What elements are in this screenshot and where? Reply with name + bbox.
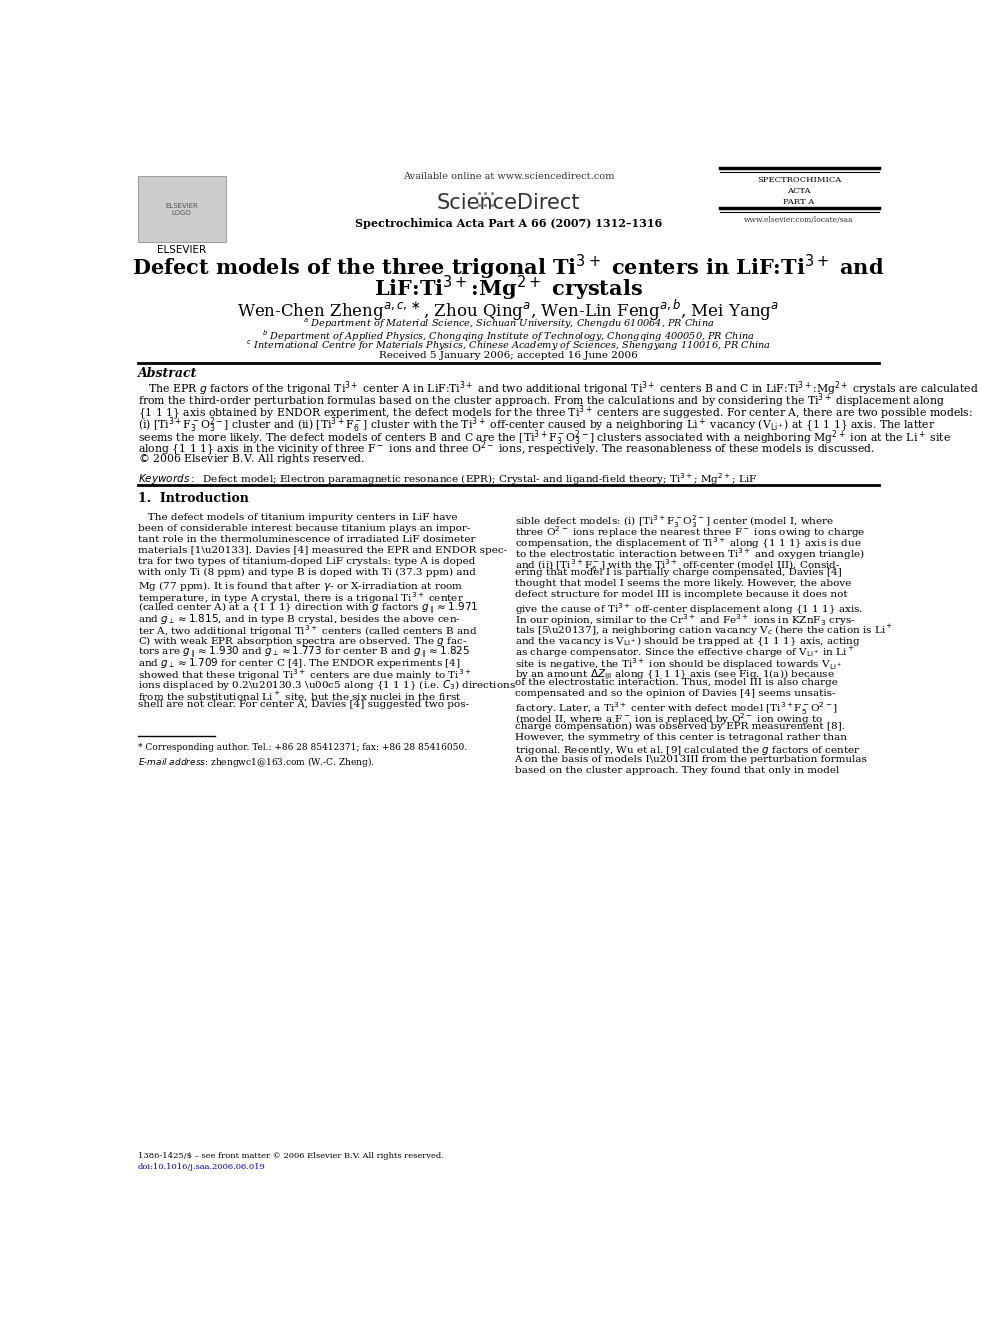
Text: PART A: PART A [784,198,814,206]
Text: based on the cluster approach. They found that only in model: based on the cluster approach. They foun… [515,766,839,775]
Text: ions displaced by 0.2\u20130.3 \u00c5 along {1 1 1} (i.e. $C_3$) directions: ions displaced by 0.2\u20130.3 \u00c5 al… [138,677,516,692]
Text: as charge compensator. Since the effective charge of V$_{\rm Li^+}$ in Li$^+$: as charge compensator. Since the effecti… [515,644,854,660]
Text: ScienceDirect: ScienceDirect [436,193,580,213]
Text: from the substitutional Li$^+$ site, but the six nuclei in the first: from the substitutional Li$^+$ site, but… [138,689,461,703]
Text: showed that these trigonal Ti$^{3+}$ centers are due mainly to Ti$^{3+}$: showed that these trigonal Ti$^{3+}$ cen… [138,667,471,683]
Text: Defect models of the three trigonal Ti$^{3+}$ centers in LiF:Ti$^{3+}$ and: Defect models of the three trigonal Ti$^… [132,253,885,282]
Text: site is negative, the Ti$^{3+}$ ion should be displaced towards V$_{\rm Li^+}$: site is negative, the Ti$^{3+}$ ion shou… [515,656,841,672]
Text: of the electrostatic interaction. Thus, model III is also charge: of the electrostatic interaction. Thus, … [515,677,837,687]
Text: compensation, the displacement of Ti$^{3+}$ along {1 1 1} axis is due: compensation, the displacement of Ti$^{3… [515,534,861,550]
Text: give the cause of Ti$^{3+}$ off-center displacement along {1 1 1} axis.: give the cause of Ti$^{3+}$ off-center d… [515,601,863,617]
Text: thought that model I seems the more likely. However, the above: thought that model I seems the more like… [515,579,851,587]
Text: ELSEVIER
LOGO: ELSEVIER LOGO [166,204,198,216]
Text: ter A, two additional trigonal Ti$^{3+}$ centers (called centers B and: ter A, two additional trigonal Ti$^{3+}$… [138,623,477,639]
Text: tant role in the thermoluminescence of irradiated LiF dosimeter: tant role in the thermoluminescence of i… [138,534,475,544]
Text: Available online at www.sciencedirect.com: Available online at www.sciencedirect.co… [403,172,614,181]
Text: ∙∙∙
∙∙∙: ∙∙∙ ∙∙∙ [475,189,496,210]
Text: In our opinion, similar to the Cr$^{3+}$ and Fe$^{3+}$ ions in KZnF$_3$ crys-: In our opinion, similar to the Cr$^{3+}$… [515,611,855,627]
Text: tors are $g_\parallel \approx 1.930$ and $g_\perp \approx 1.773$ for center B an: tors are $g_\parallel \approx 1.930$ and… [138,644,470,662]
Text: temperature, in type A crystal, there is a trigonal Ti$^{3+}$ center: temperature, in type A crystal, there is… [138,590,464,606]
Text: by an amount $\Delta Z_{\rm III}$ along {1 1 1} axis (see Fig. 1(a)) because: by an amount $\Delta Z_{\rm III}$ along … [515,667,834,681]
Text: been of considerable interest because titanium plays an impor-: been of considerable interest because ti… [138,524,470,533]
Text: tra for two types of titanium-doped LiF crystals: type A is doped: tra for two types of titanium-doped LiF … [138,557,475,566]
Text: The EPR $g$ factors of the trigonal Ti$^{3+}$ center A in LiF:Ti$^{3+}$ and two : The EPR $g$ factors of the trigonal Ti$^… [138,380,978,398]
Text: tals [5\u20137], a neighboring cation vacancy V$_c$ (here the cation is Li$^+$: tals [5\u20137], a neighboring cation va… [515,623,893,638]
Text: defect structure for model III is incomplete because it does not: defect structure for model III is incomp… [515,590,847,599]
Text: The defect models of titanium impurity centers in LiF have: The defect models of titanium impurity c… [138,513,457,521]
Text: three O$^{2-}$ ions replace the nearest three F$^-$ ions owing to charge: three O$^{2-}$ ions replace the nearest … [515,524,865,540]
Text: {1 1 1} axis obtained by ENDOR experiment, the defect models for the three Ti$^{: {1 1 1} axis obtained by ENDOR experimen… [138,404,973,423]
Text: (model II, where a F$^-$ ion is replaced by O$^{2-}$ ion owing to: (model II, where a F$^-$ ion is replaced… [515,710,823,726]
Text: Spectrochimica Acta Part A 66 (2007) 1312–1316: Spectrochimica Acta Part A 66 (2007) 131… [355,218,662,229]
Text: Received 5 January 2006; accepted 16 June 2006: Received 5 January 2006; accepted 16 Jun… [379,352,638,360]
Text: ACTA: ACTA [788,188,810,196]
Text: $^{c}$ International Centre for Materials Physics, Chinese Academy of Sciences, : $^{c}$ International Centre for Material… [246,339,771,353]
Text: ering that model I is partially charge compensated, Davies [4]: ering that model I is partially charge c… [515,568,841,577]
Text: $\it{Keywords:}$  Defect model; Electron paramagnetic resonance (EPR); Crystal- : $\it{Keywords:}$ Defect model; Electron … [138,471,757,487]
Text: * Corresponding author. Tel.: +86 28 85412371; fax: +86 28 85416050.: * Corresponding author. Tel.: +86 28 854… [138,744,467,753]
Text: charge compensation) was observed by EPR measurement [8].: charge compensation) was observed by EPR… [515,722,844,732]
Text: Mg (77 ppm). It is found that after $\gamma$- or X-irradiation at room: Mg (77 ppm). It is found that after $\ga… [138,579,463,593]
Text: seems the more likely. The defect models of centers B and C are the [Ti$^{3+}$F$: seems the more likely. The defect models… [138,427,951,447]
Text: Abstract: Abstract [138,366,197,380]
Text: 1386-1425/$ – see front matter © 2006 Elsevier B.V. All rights reserved.: 1386-1425/$ – see front matter © 2006 El… [138,1152,443,1160]
Text: with only Ti (8 ppm) and type B is doped with Ti (37.3 ppm) and: with only Ti (8 ppm) and type B is doped… [138,568,476,577]
Text: C) with weak EPR absorption spectra are observed. The $g$ fac-: C) with weak EPR absorption spectra are … [138,634,467,648]
Text: along {1 1 1} axis in the vicinity of three F$^-$ ions and three O$^{2-}$ ions, : along {1 1 1} axis in the vicinity of th… [138,441,875,459]
Text: and $g_\perp \approx 1.709$ for center C [4]. The ENDOR experiments [4]: and $g_\perp \approx 1.709$ for center C… [138,656,460,669]
Text: Wen-Chen Zheng$^{a,c,\ast}$, Zhou Qing$^{a}$, Wen-Lin Feng$^{a,b}$, Mei Yang$^{a: Wen-Chen Zheng$^{a,c,\ast}$, Zhou Qing$^… [237,298,780,323]
Text: to the electrostatic interaction between Ti$^{3+}$ and oxygen triangle): to the electrostatic interaction between… [515,546,864,562]
Text: factory. Later, a Ti$^{3+}$ center with defect model [Ti$^{3+}$F$_5^-$O$^{2-}$]: factory. Later, a Ti$^{3+}$ center with … [515,700,837,717]
Bar [138,176,226,242]
Text: and $g_\perp \approx 1.815$, and in type B crystal, besides the above cen-: and $g_\perp \approx 1.815$, and in type… [138,611,460,626]
Text: doi:10.1016/j.saa.2006.06.019: doi:10.1016/j.saa.2006.06.019 [138,1163,266,1171]
Text: 1.  Introduction: 1. Introduction [138,492,249,505]
Text: However, the symmetry of this center is tetragonal rather than: However, the symmetry of this center is … [515,733,846,742]
Text: shell are not clear. For center A, Davies [4] suggested two pos-: shell are not clear. For center A, Davie… [138,700,469,709]
Text: materials [1\u20133]. Davies [4] measured the EPR and ENDOR spec-: materials [1\u20133]. Davies [4] measure… [138,546,507,554]
Text: compensated and so the opinion of Davies [4] seems unsatis-: compensated and so the opinion of Davies… [515,689,835,699]
Text: (called center A) at a {1 1 1} direction with $g$ factors $g_\parallel \approx 1: (called center A) at a {1 1 1} direction… [138,601,478,617]
Text: sible defect models: (i) [Ti$^{3+}$F$_3^-$O$_3^{2-}$] center (model I, where: sible defect models: (i) [Ti$^{3+}$F$_3^… [515,513,834,529]
Text: $^{a}$ Department of Material Science, Sichuan University, Chengdu 610064, PR Ch: $^{a}$ Department of Material Science, S… [303,316,714,331]
Text: LiF:Ti$^{3+}$:Mg$^{2+}$ crystals: LiF:Ti$^{3+}$:Mg$^{2+}$ crystals [374,274,643,303]
Text: $\copyright$ 2006 Elsevier B.V. All rights reserved.: $\copyright$ 2006 Elsevier B.V. All righ… [138,452,365,466]
Text: ELSEVIER: ELSEVIER [157,245,206,255]
Text: (i) [Ti$^{3+}$F$_3^-$O$_3^{2-}$] cluster and (ii) [Ti$^{3+}$F$_6^-$] cluster wit: (i) [Ti$^{3+}$F$_3^-$O$_3^{2-}$] cluster… [138,415,935,435]
Text: from the third-order perturbation formulas based on the cluster approach. From t: from the third-order perturbation formul… [138,392,944,410]
Text: trigonal. Recently, Wu et al. [9] calculated the $g$ factors of center: trigonal. Recently, Wu et al. [9] calcul… [515,744,860,757]
Text: $^{b}$ Department of Applied Physics, Chongqing Institute of Technology, Chongqi: $^{b}$ Department of Applied Physics, Ch… [262,328,755,344]
Text: www.elsevier.com/locate/saa: www.elsevier.com/locate/saa [744,216,854,224]
Text: and the vacancy is V$_{\rm Li^+}$) should be trapped at {1 1 1} axis, acting: and the vacancy is V$_{\rm Li^+}$) shoul… [515,634,860,648]
Text: SPECTROCHIMICA: SPECTROCHIMICA [757,176,841,184]
Text: $\it{E}$-$\it{mail\ address}$: zhengwc1@163.com (W.-C. Zheng).: $\it{E}$-$\it{mail\ address}$: zhengwc1@… [138,754,375,769]
Text: A on the basis of models I\u2013III from the perturbation formulas: A on the basis of models I\u2013III from… [515,755,867,763]
Text: and (ii) [Ti$^{3+}$F$_6^-$] with the Ti$^{3+}$ off-center (model III). Consid-: and (ii) [Ti$^{3+}$F$_6^-$] with the Ti$… [515,557,840,574]
